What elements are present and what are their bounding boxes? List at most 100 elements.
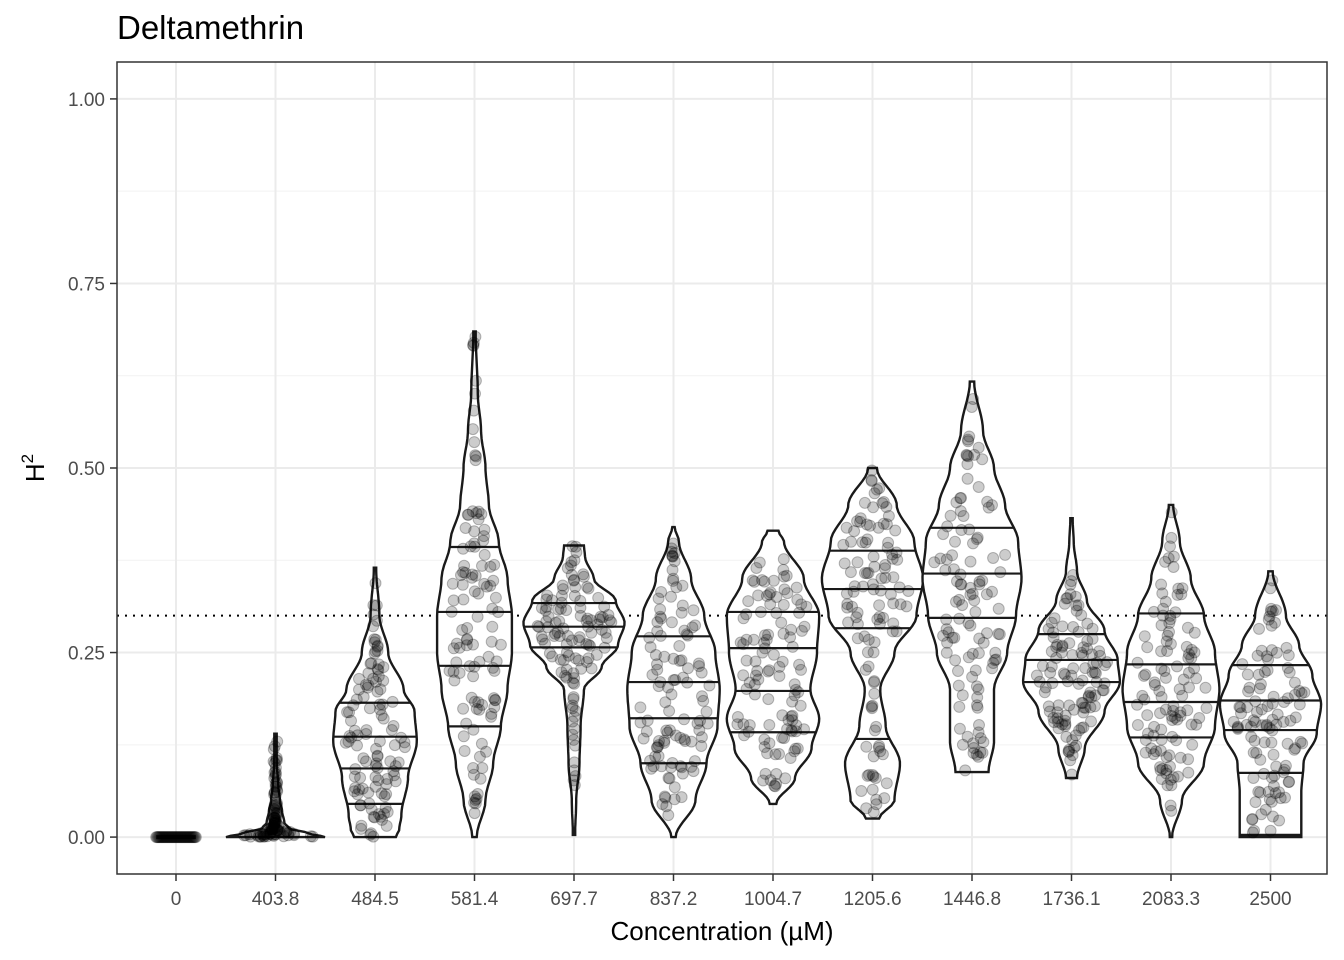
data-point [158, 831, 171, 844]
data-point [469, 387, 481, 400]
data-point [282, 829, 295, 842]
data-point [777, 553, 790, 566]
data-point [574, 609, 587, 622]
data-point [976, 746, 989, 759]
data-point [770, 777, 783, 790]
data-point [695, 666, 708, 679]
data-point [1167, 705, 1180, 717]
data-point [756, 646, 769, 659]
data-point [1154, 761, 1166, 774]
data-point [1257, 767, 1270, 780]
data-point [1098, 677, 1111, 690]
data-point [886, 552, 899, 565]
data-point [447, 665, 460, 678]
data-point [652, 750, 665, 763]
data-point [580, 614, 593, 627]
data-point [343, 706, 355, 719]
data-point [345, 714, 357, 727]
data-point [695, 731, 708, 744]
data-point [187, 831, 200, 844]
data-point [269, 807, 282, 820]
data-point [1289, 711, 1302, 724]
data-point [962, 617, 975, 630]
data-point [763, 737, 776, 750]
data-point [1076, 649, 1089, 662]
data-point [348, 785, 361, 798]
data-point [270, 810, 283, 823]
data-point [666, 550, 679, 563]
data-point [364, 657, 377, 670]
data-point [1072, 625, 1085, 638]
data-point [593, 613, 606, 626]
data-point [270, 780, 283, 793]
data-point [980, 588, 993, 601]
data-point [567, 691, 580, 704]
data-point [267, 743, 280, 756]
data-point [1138, 669, 1150, 682]
data-point [1139, 746, 1152, 759]
data-point [152, 831, 165, 844]
data-point [967, 537, 979, 550]
data-point [268, 757, 281, 770]
data-point [731, 718, 744, 731]
data-point [566, 699, 579, 712]
data-point [266, 823, 279, 836]
data-point [269, 812, 282, 825]
data-point [969, 606, 982, 618]
data-point [1270, 718, 1283, 731]
data-point [652, 680, 665, 693]
data-point [873, 599, 886, 612]
data-point [788, 678, 801, 691]
data-point [467, 768, 480, 781]
data-point [1164, 638, 1177, 650]
data-point [785, 623, 797, 636]
data-point [469, 449, 482, 462]
data-point [377, 661, 390, 674]
data-point [957, 510, 970, 522]
data-point [865, 475, 878, 487]
data-point [568, 554, 581, 567]
data-point [387, 765, 400, 778]
data-point [1183, 681, 1195, 694]
data-point [1298, 686, 1311, 699]
data-point [562, 630, 574, 642]
data-point [1176, 582, 1189, 595]
data-point [569, 739, 582, 752]
data-point [860, 802, 873, 815]
data-point [355, 819, 368, 832]
data-point [372, 808, 385, 821]
data-point [675, 606, 688, 619]
data-point [1057, 667, 1070, 680]
data-point [478, 577, 491, 590]
data-point [764, 598, 777, 611]
data-point [487, 574, 500, 587]
data-point [560, 638, 573, 651]
data-point [740, 633, 753, 646]
data-point [870, 720, 883, 733]
data-point [363, 797, 376, 810]
data-point [266, 822, 279, 835]
data-point [784, 752, 797, 764]
data-point [678, 733, 691, 746]
data-point [953, 722, 966, 735]
data-point [992, 627, 1005, 640]
data-point [1281, 737, 1294, 750]
data-point [770, 591, 783, 603]
data-point [1075, 609, 1088, 622]
data-point [1268, 769, 1281, 782]
data-point [1101, 656, 1113, 669]
violin-outline [921, 380, 1023, 774]
data-point [1141, 641, 1154, 654]
data-point [1097, 684, 1110, 697]
data-point [952, 679, 965, 692]
data-point [848, 525, 861, 538]
data-point [1068, 703, 1080, 716]
data-point [737, 612, 750, 625]
y-axis-title-superscript: 2 [18, 454, 37, 463]
data-point [1251, 649, 1264, 662]
data-point [986, 585, 998, 598]
data-point [1141, 709, 1154, 722]
data-point [1158, 665, 1171, 677]
data-point [1061, 592, 1074, 604]
data-point [1138, 630, 1151, 643]
